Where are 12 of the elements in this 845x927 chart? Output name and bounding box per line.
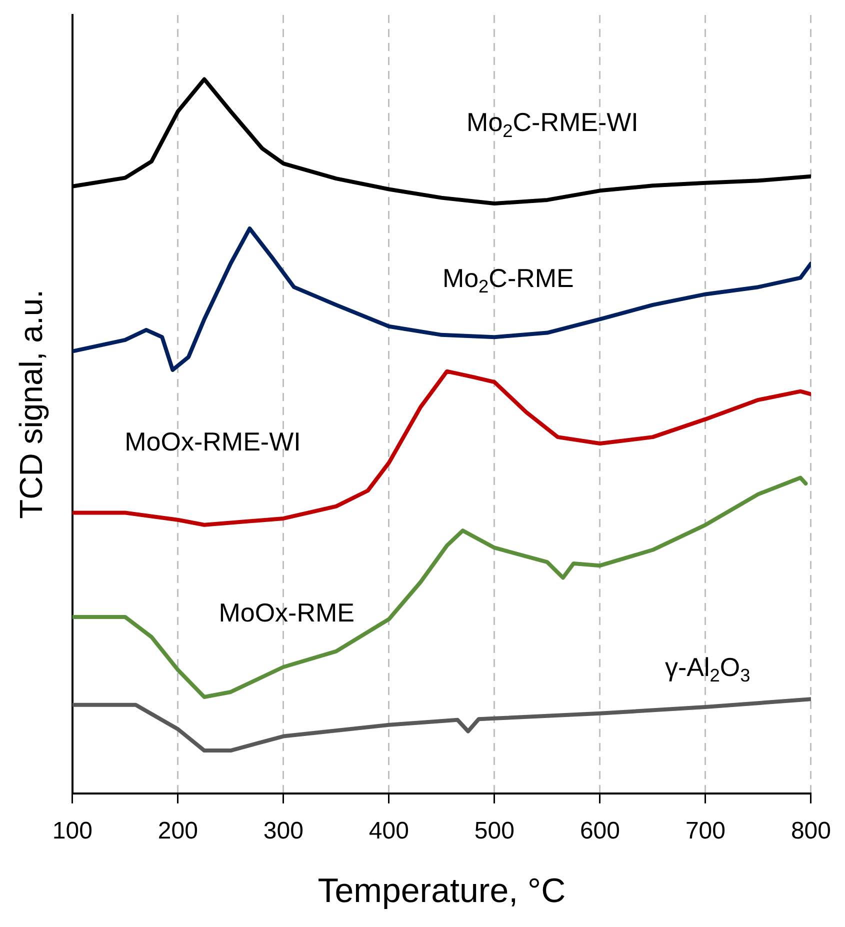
x-tick-label: 100 — [52, 817, 92, 844]
x-tick-label: 500 — [474, 817, 514, 844]
x-tick-label: 400 — [368, 817, 409, 844]
x-tick-label: 600 — [580, 817, 620, 844]
x-axis-title: Temperature, °C — [318, 872, 566, 910]
x-tick-label: 700 — [685, 817, 726, 844]
x-tick-label: 300 — [263, 817, 304, 844]
text: MoOx-RME-WI — [124, 426, 301, 456]
x-tick-label: 200 — [158, 817, 198, 844]
x-tick-label: 800 — [790, 817, 831, 844]
series-label: MoOx-RME — [218, 598, 354, 628]
y-axis-title: TCD signal, a.u. — [13, 289, 50, 519]
